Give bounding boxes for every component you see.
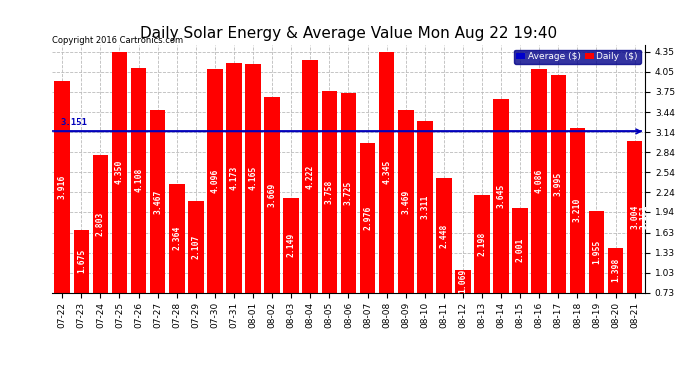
Bar xyxy=(112,52,128,292)
Bar xyxy=(379,52,395,292)
Text: 2.198: 2.198 xyxy=(477,231,486,256)
Text: 1.955: 1.955 xyxy=(592,240,601,264)
Bar xyxy=(264,97,280,292)
Text: 2.001: 2.001 xyxy=(515,238,524,262)
Text: 3.151: 3.151 xyxy=(640,205,649,229)
Text: 3.004: 3.004 xyxy=(630,205,639,229)
Bar xyxy=(359,143,375,292)
Bar xyxy=(531,69,547,292)
Text: 3.210: 3.210 xyxy=(573,198,582,222)
Text: 4.086: 4.086 xyxy=(535,169,544,193)
Text: 4.350: 4.350 xyxy=(115,160,124,184)
Text: 2.976: 2.976 xyxy=(363,206,372,230)
Bar xyxy=(436,178,452,292)
Text: 4.108: 4.108 xyxy=(134,168,143,192)
Text: 3.645: 3.645 xyxy=(497,183,506,208)
Text: 3.469: 3.469 xyxy=(401,189,410,214)
Text: 4.165: 4.165 xyxy=(248,166,257,190)
Text: 3.758: 3.758 xyxy=(325,180,334,204)
Title: Daily Solar Energy & Average Value Mon Aug 22 19:40: Daily Solar Energy & Average Value Mon A… xyxy=(140,26,557,41)
Text: 3.669: 3.669 xyxy=(268,183,277,207)
Text: 2.364: 2.364 xyxy=(172,226,181,251)
Text: Copyright 2016 Cartronics.com: Copyright 2016 Cartronics.com xyxy=(52,36,183,45)
Bar xyxy=(627,141,642,292)
Text: 3.916: 3.916 xyxy=(58,174,67,199)
Bar xyxy=(513,208,528,292)
Bar xyxy=(589,211,604,292)
Text: 4.222: 4.222 xyxy=(306,164,315,189)
Text: 2.107: 2.107 xyxy=(191,234,200,259)
Text: 3.151: 3.151 xyxy=(60,118,87,128)
Text: 3.995: 3.995 xyxy=(554,172,563,196)
Legend: Average ($), Daily  ($): Average ($), Daily ($) xyxy=(514,50,640,64)
Bar xyxy=(188,201,204,292)
Bar xyxy=(341,93,356,292)
Text: 1.675: 1.675 xyxy=(77,249,86,273)
Bar xyxy=(322,91,337,292)
Bar xyxy=(608,248,623,292)
Text: 4.096: 4.096 xyxy=(210,168,219,193)
Bar xyxy=(169,184,184,292)
Text: 2.149: 2.149 xyxy=(287,233,296,258)
Text: 1.398: 1.398 xyxy=(611,258,620,282)
Bar xyxy=(92,154,108,292)
Bar xyxy=(284,198,299,292)
Bar xyxy=(74,230,89,292)
Bar xyxy=(245,64,261,292)
Bar xyxy=(455,270,471,292)
Text: 2.448: 2.448 xyxy=(440,223,449,248)
Bar xyxy=(569,128,585,292)
Bar xyxy=(55,81,70,292)
Bar xyxy=(150,110,166,292)
Text: 2.803: 2.803 xyxy=(96,211,105,236)
Bar xyxy=(207,69,223,292)
Bar xyxy=(130,68,146,292)
Text: 3.725: 3.725 xyxy=(344,181,353,205)
Bar xyxy=(302,60,318,292)
Text: 3.467: 3.467 xyxy=(153,189,162,214)
Text: 4.173: 4.173 xyxy=(230,166,239,190)
Bar xyxy=(417,121,433,292)
Text: 4.345: 4.345 xyxy=(382,160,391,184)
Text: 1.069: 1.069 xyxy=(458,269,467,293)
Bar xyxy=(474,195,490,292)
Bar xyxy=(398,110,413,292)
Text: 3.311: 3.311 xyxy=(420,195,429,219)
Bar xyxy=(493,99,509,292)
Bar xyxy=(226,63,242,292)
Bar xyxy=(551,75,566,292)
